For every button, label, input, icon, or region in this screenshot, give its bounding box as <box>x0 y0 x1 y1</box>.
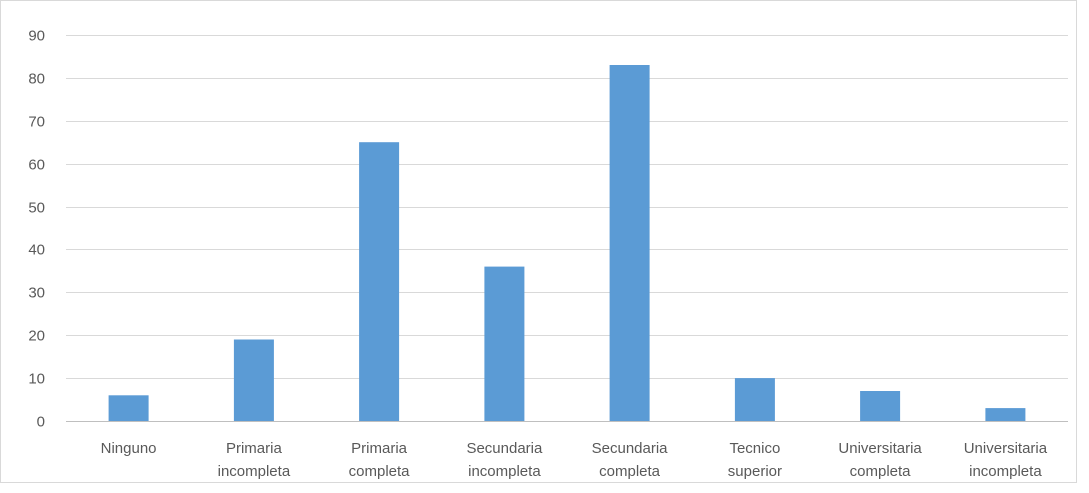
y-tick-label: 0 <box>37 414 45 431</box>
x-category-label-line: Ninguno <box>101 440 157 457</box>
bar <box>108 395 149 421</box>
x-category-label-line: superior <box>728 463 782 480</box>
x-category-label-line: incompleta <box>468 463 541 480</box>
x-category-label-line: completa <box>850 463 912 480</box>
x-category-label-line: incompleta <box>969 463 1042 480</box>
x-category-label: Secundaria incompleta <box>466 440 543 480</box>
y-axis-tick-labels: 0 10 20 30 40 50 60 70 80 90 <box>28 28 45 431</box>
y-tick-label: 40 <box>28 242 45 259</box>
x-category-label: Ninguno <box>101 440 157 457</box>
bar <box>985 408 1026 421</box>
x-category-label: Universitaria incompleta <box>964 440 1048 480</box>
bar <box>484 266 525 421</box>
x-category-label-line: Primaria <box>226 440 282 457</box>
y-tick-label: 60 <box>28 157 45 174</box>
x-category-label-line: Universitaria <box>838 440 922 457</box>
x-axis-category-labels: Ninguno Primaria incompleta Primaria complet… <box>101 440 1048 480</box>
bar <box>734 378 775 421</box>
x-category-label: Primaria incompleta <box>218 440 291 480</box>
x-category-label: Tecnico superior <box>728 440 782 480</box>
x-category-label-line: Primaria <box>351 440 407 457</box>
x-category-label-line: completa <box>599 463 661 480</box>
y-tick-label: 10 <box>28 371 45 388</box>
x-category-label-line: Universitaria <box>964 440 1048 457</box>
bar <box>233 339 274 421</box>
y-tick-label: 30 <box>28 285 45 302</box>
gridlines <box>66 35 1068 422</box>
x-category-label-line: incompleta <box>218 463 291 480</box>
x-category-label: Primaria completa <box>349 440 411 480</box>
y-tick-label: 80 <box>28 71 45 88</box>
bar <box>359 142 400 421</box>
bar <box>609 65 650 421</box>
x-category-label: Secundaria completa <box>592 440 669 480</box>
y-tick-label: 90 <box>28 28 45 45</box>
bar <box>860 391 901 421</box>
y-tick-label: 70 <box>28 114 45 131</box>
bars <box>108 65 1026 421</box>
x-category-label-line: Secundaria <box>592 440 669 457</box>
x-category-label-line: Tecnico <box>729 440 780 457</box>
y-tick-label: 50 <box>28 200 45 217</box>
y-tick-label: 20 <box>28 328 45 345</box>
x-category-label-line: Secundaria <box>466 440 543 457</box>
x-category-label: Universitaria completa <box>838 440 922 480</box>
x-category-label-line: completa <box>349 463 411 480</box>
